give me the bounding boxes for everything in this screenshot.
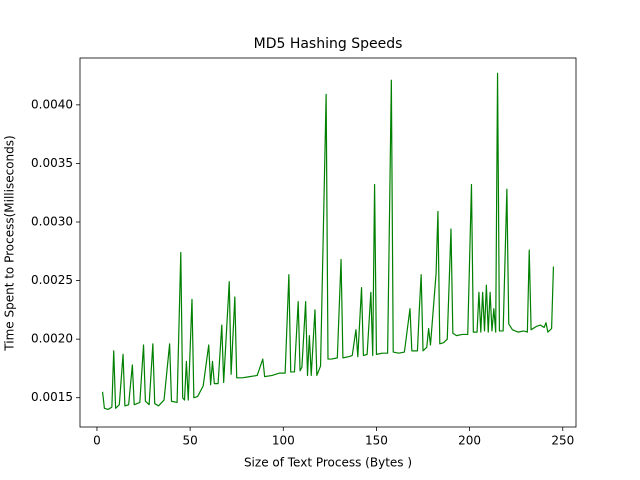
x-tick-label: 250 xyxy=(551,434,574,448)
x-tick-label: 0 xyxy=(93,434,101,448)
y-tick-label: 0.0020 xyxy=(31,332,73,346)
y-tick-label: 0.0035 xyxy=(31,156,73,170)
x-axis-label: Size of Text Process (Bytes ) xyxy=(244,456,412,470)
y-tick-label: 0.0025 xyxy=(31,273,73,287)
x-tick-label: 200 xyxy=(458,434,481,448)
data-line xyxy=(101,72,555,411)
x-tick-label: 150 xyxy=(365,434,388,448)
y-tick-label: 0.0030 xyxy=(31,215,73,229)
x-tick-label: 50 xyxy=(182,434,197,448)
x-tick-label: 100 xyxy=(272,434,295,448)
chart-title: MD5 Hashing Speeds xyxy=(254,36,403,52)
y-tick-label: 0.0040 xyxy=(31,97,73,111)
y-tick-label: 0.0015 xyxy=(31,390,73,404)
y-axis-label: Time Spent to Process(Milliseconds) xyxy=(3,135,17,351)
plot-frame xyxy=(79,57,577,428)
